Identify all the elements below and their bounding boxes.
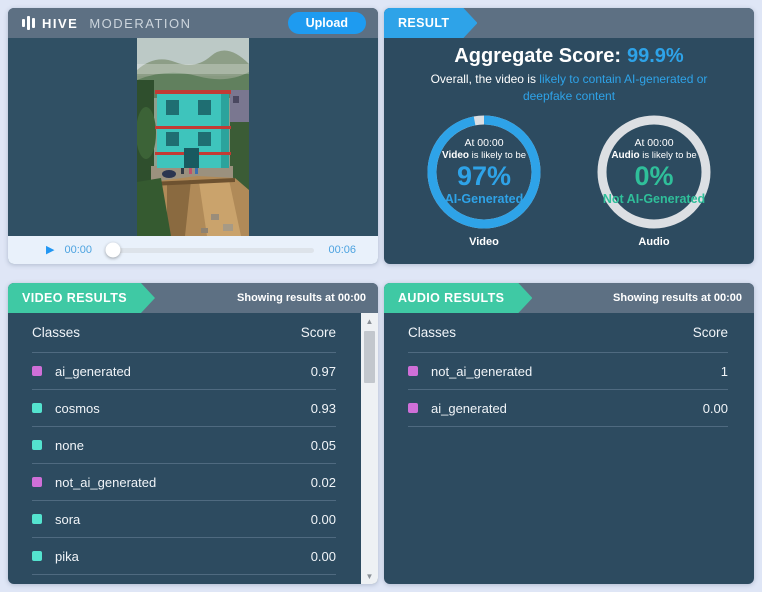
audio-results-tab: AUDIO RESULTS xyxy=(384,283,532,313)
class-color-bullet xyxy=(32,477,42,487)
table-row: none 0.05 xyxy=(32,427,336,464)
summary-highlight: likely to contain AI-generated or deepfa… xyxy=(522,72,708,103)
showing-results-label: Showing results at 00:00 xyxy=(237,292,366,304)
video-results-table: Classes Score ai_generated 0.97 cosmos 0.93… xyxy=(8,313,378,584)
table-row: sora 0.00 xyxy=(32,501,336,538)
class-score: 0.02 xyxy=(310,474,336,490)
upload-button[interactable]: Upload xyxy=(287,12,366,34)
video-results-panel: VIDEO RESULTS Showing results at 00:00 C… xyxy=(8,283,378,584)
class-name: sora xyxy=(55,511,81,527)
class-color-bullet xyxy=(32,366,42,376)
class-score: 0.00 xyxy=(310,548,336,564)
summary-prefix: Overall, the video is xyxy=(430,72,540,86)
class-score: 0.05 xyxy=(310,437,336,453)
score-column-header: Score xyxy=(692,325,728,340)
brand: HIVE MODERATION xyxy=(8,15,192,31)
class-color-bullet xyxy=(408,366,418,376)
class-color-bullet xyxy=(32,403,42,413)
gauge-percentage: 0% xyxy=(634,161,674,192)
gauge-label: Video xyxy=(469,235,499,248)
class-score: 0.93 xyxy=(310,400,336,416)
scrollbar-thumb[interactable] xyxy=(364,331,375,383)
gauge-time: At 00:00 xyxy=(634,137,674,150)
gauge-arc xyxy=(427,115,541,229)
current-time: 00:00 xyxy=(64,244,92,256)
showing-results-label: Showing results at 00:00 xyxy=(613,292,742,304)
gauge-verdict: AI-Generated xyxy=(444,191,524,206)
brand-suffix: MODERATION xyxy=(89,15,192,31)
class-name: not_ai_generated xyxy=(55,474,157,490)
play-icon[interactable]: ▶ xyxy=(46,243,55,256)
scroll-down-icon[interactable]: ▼ xyxy=(365,571,374,581)
table-row: pika 0.00 xyxy=(32,538,336,575)
class-name: ai_generated xyxy=(55,363,131,379)
class-name: ai_generated xyxy=(431,400,507,416)
seek-thumb[interactable] xyxy=(105,242,121,258)
hive-logo-icon xyxy=(22,15,35,31)
class-name: pika xyxy=(55,548,79,564)
table-row: ai_generated 0.00 xyxy=(408,390,728,427)
class-color-bullet xyxy=(32,514,42,524)
gauge-verdict: Not AI-Generated xyxy=(602,191,706,206)
audio-results-table: Classes Score not_ai_generated 1 ai_genera… xyxy=(384,313,754,584)
video-thumbnail[interactable] xyxy=(137,38,249,236)
summary-text: Overall, the video is likely to contain … xyxy=(394,71,744,105)
class-score: 0.00 xyxy=(702,400,728,416)
class-name: cosmos xyxy=(55,400,100,416)
class-color-bullet xyxy=(32,551,42,561)
video-gauge: At 00:00 Video is likely to be 97% AI-Ge… xyxy=(423,111,545,248)
class-score: 0.00 xyxy=(310,511,336,527)
class-score: 1 xyxy=(720,363,728,379)
app-header: HIVE MODERATION Upload xyxy=(8,8,378,38)
class-score: 0.97 xyxy=(310,363,336,379)
scroll-up-icon[interactable]: ▲ xyxy=(365,316,374,326)
table-row: cosmos 0.93 xyxy=(32,390,336,427)
gauge-label: Audio xyxy=(638,235,670,248)
aggregate-score: Aggregate Score: 99.9% xyxy=(394,45,744,68)
result-body: Aggregate Score: 99.9% Overall, the video… xyxy=(384,38,754,248)
aggregate-value: 99.9% xyxy=(627,45,684,67)
player-controls: ▶ 00:00 00:06 xyxy=(8,236,378,264)
gauge-track xyxy=(597,115,711,229)
audio-gauge: At 00:00 Audio is likely to be 0% Not AI… xyxy=(593,111,715,248)
classes-column-header: Classes xyxy=(32,325,81,340)
seek-slider[interactable] xyxy=(105,242,315,258)
result-tab: RESULT xyxy=(384,8,477,38)
audio-results-panel: AUDIO RESULTS Showing results at 00:00 C… xyxy=(384,283,754,584)
result-panel: RESULT Aggregate Score: 99.9% Overall, th… xyxy=(384,8,754,264)
table-header: Classes Score xyxy=(408,313,728,353)
score-column-header: Score xyxy=(300,325,336,340)
class-color-bullet xyxy=(32,440,42,450)
brand-name: HIVE xyxy=(42,15,79,31)
aggregate-label: Aggregate Score: xyxy=(454,45,621,67)
result-header: RESULT xyxy=(384,8,754,38)
gauge-subtitle: Audio is likely to be xyxy=(611,150,697,162)
table-row: ai_generated 0.97 xyxy=(32,353,336,390)
gauge-percentage: 97% xyxy=(456,161,512,192)
table-header: Classes Score xyxy=(32,313,336,353)
video-stage xyxy=(8,38,378,236)
duration: 00:06 xyxy=(328,244,356,256)
gauge-time: At 00:00 xyxy=(464,137,504,150)
class-name: not_ai_generated xyxy=(431,363,533,379)
classes-column-header: Classes xyxy=(408,325,457,340)
audio-results-header: AUDIO RESULTS Showing results at 00:00 xyxy=(384,283,754,313)
video-results-tab: VIDEO RESULTS xyxy=(8,283,155,313)
player-panel: HIVE MODERATION Upload xyxy=(8,8,378,264)
table-row: not_ai_generated 0.02 xyxy=(32,464,336,501)
table-row: not_ai_generated 1 xyxy=(408,353,728,390)
gauge-subtitle: Video is likely to be xyxy=(441,150,527,162)
video-results-header: VIDEO RESULTS Showing results at 00:00 xyxy=(8,283,378,313)
class-name: none xyxy=(55,437,84,453)
table-scrollbar[interactable]: ▲ ▼ xyxy=(361,313,378,584)
gauges-row: At 00:00 Video is likely to be 97% AI-Ge… xyxy=(394,111,744,248)
class-color-bullet xyxy=(408,403,418,413)
